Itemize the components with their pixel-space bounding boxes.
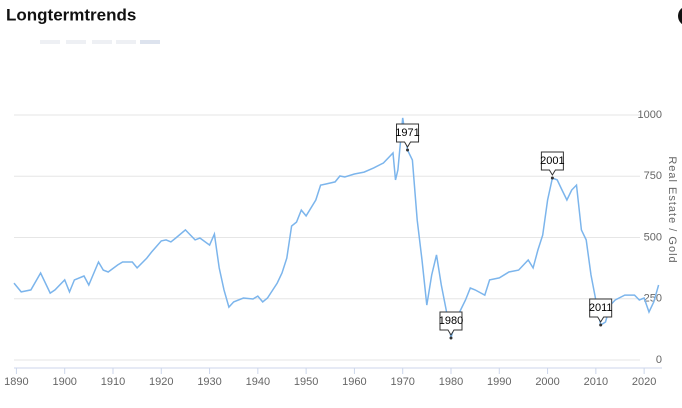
line-series (13, 117, 660, 339)
annotation-label: 1980 (439, 315, 463, 327)
annotation-box (439, 311, 463, 336)
x-tick-label: 1950 (294, 376, 318, 388)
annotation-box (589, 298, 613, 323)
y-tick-label: 750 (644, 170, 662, 182)
x-tick-label: 2000 (535, 376, 559, 388)
annotation-label: 1971 (395, 127, 419, 139)
annotation: 2001 (540, 151, 565, 180)
x-tick-label: 1910 (101, 376, 125, 388)
x-tick-label: 2010 (584, 376, 608, 388)
annotation-point (449, 336, 453, 340)
y-tick-label: 250 (644, 293, 662, 305)
x-tick-label: 1990 (487, 376, 511, 388)
x-tick-label: 1930 (197, 376, 221, 388)
annotation: 1971 (395, 123, 420, 152)
annotation-point (599, 323, 603, 327)
y-axis-title: Real Estate / Gold (666, 156, 678, 263)
y-tick-label: 500 (644, 231, 662, 243)
x-tick-label: 2020 (632, 376, 656, 388)
x-tick-label: 1970 (390, 376, 414, 388)
annotation: 2011 (589, 298, 613, 327)
y-tick-label: 0 (656, 354, 662, 366)
annotation-label: 2001 (540, 155, 564, 167)
annotation-box (540, 151, 564, 176)
x-tick-label: 1890 (4, 376, 28, 388)
x-tick-label: 1900 (52, 376, 76, 388)
chart-title: Longtermtrends (6, 5, 136, 24)
range-buttons (40, 40, 160, 44)
x-tick-label: 1940 (246, 376, 270, 388)
x-tick-label: 1960 (342, 376, 366, 388)
annotation-box (396, 123, 420, 149)
x-tick-label: 1920 (149, 376, 173, 388)
y-tick-label: 1000 (638, 109, 662, 121)
annotation-point (550, 176, 554, 180)
annotation-label: 2011 (589, 302, 613, 314)
annotation-point (406, 148, 410, 152)
x-tick-label: 1980 (439, 376, 463, 388)
corner-icon (678, 8, 682, 24)
annotation: 1980 (439, 311, 463, 340)
